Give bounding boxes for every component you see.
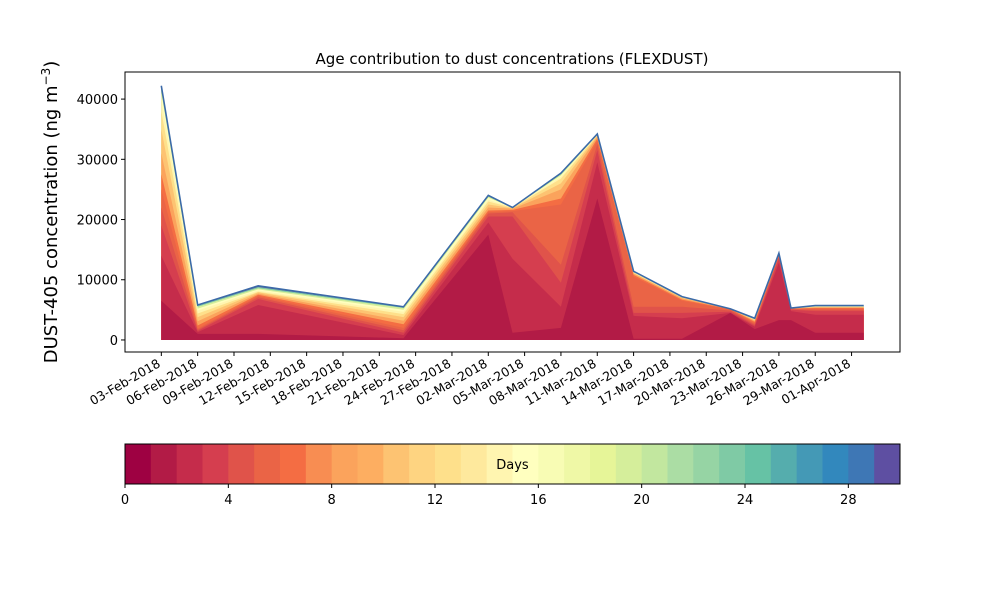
- colorbar-segment: [538, 444, 565, 484]
- colorbar-label: Days: [496, 458, 529, 473]
- colorbar-segment: [460, 444, 488, 484]
- y-tick-label: 40000: [77, 93, 118, 108]
- colorbar-segment: [357, 444, 384, 484]
- colorbar-segment: [693, 444, 720, 484]
- colorbar-segment: [305, 444, 333, 484]
- x-axis: 03-Feb-201806-Feb-201809-Feb-201812-Feb-…: [87, 352, 853, 408]
- colorbar-segment: [770, 444, 798, 484]
- plot-area: [124, 71, 901, 353]
- colorbar-tick-label: 16: [530, 493, 547, 508]
- y-tick-label: 30000: [77, 153, 118, 168]
- area-age-3-days: [161, 150, 864, 340]
- colorbar-segment: [125, 444, 152, 484]
- y-axis-label: DUST-405 concentration (ng m−3): [39, 61, 62, 364]
- colorbar-segment: [719, 444, 746, 484]
- colorbar-segment: [590, 444, 617, 484]
- colorbar-segment: [409, 444, 436, 484]
- colorbar-segment: [822, 444, 849, 484]
- colorbar-segment: [848, 444, 875, 484]
- colorbar-tick-label: 0: [121, 493, 129, 508]
- chart-title: Age contribution to dust concentrations …: [316, 50, 709, 68]
- colorbar-segment: [796, 444, 823, 484]
- colorbar-segment: [667, 444, 694, 484]
- y-tick-label: 0: [110, 334, 118, 349]
- colorbar-segment: [150, 444, 178, 484]
- colorbar-tick-label: 24: [737, 493, 754, 508]
- colorbar-segment: [254, 444, 281, 484]
- colorbar-segment: [383, 444, 410, 484]
- colorbar-tick-label: 20: [633, 493, 650, 508]
- colorbar-segment: [564, 444, 591, 484]
- total-line: [160, 85, 864, 320]
- colorbar-tick-label: 4: [224, 493, 232, 508]
- colorbar-frame: [124, 443, 901, 485]
- plot-frame: [124, 71, 901, 353]
- y-tick-label: 10000: [77, 274, 118, 289]
- colorbar-segment: [280, 444, 307, 484]
- colorbar-segment: [874, 444, 901, 484]
- y-axis: 0 10000 20000 30000 40000: [77, 93, 125, 349]
- colorbar-segment: [331, 444, 358, 484]
- colorbar-segment: [435, 444, 462, 484]
- colorbar-segment: [176, 444, 203, 484]
- colorbar-segment: [615, 444, 643, 484]
- colorbar-tick-label: 12: [427, 493, 444, 508]
- colorbar-segment: [745, 444, 772, 484]
- colorbar-segment: [202, 444, 229, 484]
- colorbar-segment: [641, 444, 668, 484]
- colorbar: 0 4 8 12 16 20 24 28 Days: [121, 443, 901, 508]
- y-tick-label: 20000: [77, 214, 118, 229]
- colorbar-tick-label: 28: [840, 493, 857, 508]
- colorbar-segment: [228, 444, 255, 484]
- colorbar-segment: [486, 444, 513, 484]
- colorbar-segment: [512, 444, 539, 484]
- area-age-1-days: [161, 198, 864, 340]
- colorbar-tick-label: 8: [328, 493, 336, 508]
